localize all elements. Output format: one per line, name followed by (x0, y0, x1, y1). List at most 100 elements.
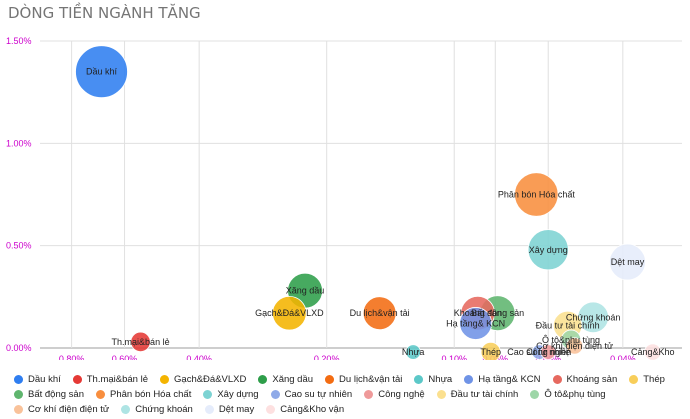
chart-title: DÒNG TIỀN NGÀNH TĂNG (8, 4, 201, 22)
bubble-label: Hạ tầng& KCN (446, 318, 505, 328)
x-tick-label: 0.04% (610, 354, 636, 360)
legend-item[interactable]: Chứng khoán (121, 402, 193, 416)
legend-swatch (203, 389, 213, 399)
legend-item[interactable]: Cơ khí điện điện tử (14, 402, 109, 416)
legend-item[interactable]: Th.mại&bán lẻ (72, 372, 149, 386)
legend-item[interactable]: Xăng dầu (258, 372, 313, 386)
legend-swatch (121, 404, 131, 414)
bubble-label: Cơ khí điện điện tử (536, 341, 613, 351)
legend-swatch (258, 374, 268, 384)
legend-item[interactable]: Xây dựng (203, 387, 259, 401)
bubble (527, 229, 569, 271)
bubble (565, 337, 584, 355)
x-tick-label: 0.20% (314, 354, 340, 360)
bubble-label: Đầu tư tài chính (536, 320, 600, 330)
bubble-label: Nhựa (402, 347, 425, 357)
legend-item[interactable]: Nhựa (414, 372, 452, 386)
legend-label: Đầu tư tài chính (450, 388, 519, 400)
legend-swatch (364, 389, 374, 399)
bubble-label: Th.mại&bán lẻ (112, 337, 170, 347)
legend-item[interactable]: Bất động sản (14, 387, 84, 401)
legend-item[interactable]: Thép (629, 372, 665, 386)
bubble-label: Dầu khí (86, 67, 118, 77)
bubble-label: Ô tô&phụ tùng (542, 335, 600, 345)
bubble (609, 243, 646, 281)
legend-swatch (270, 389, 280, 399)
legend-label: Công nghệ (378, 388, 425, 400)
bubble-label: Dệt may (611, 257, 645, 267)
legend-label: Xây dựng (217, 388, 259, 400)
legend-label: Dệt may (218, 403, 255, 415)
legend-label: Hạ tầng& KCN (478, 373, 541, 385)
legend-item[interactable]: Hạ tầng& KCN (464, 372, 541, 386)
bubble (362, 296, 397, 331)
bubble (514, 172, 559, 217)
bubble-layer (75, 45, 662, 360)
bubble (130, 331, 151, 352)
x-tick-label: 0.60% (112, 354, 138, 360)
y-tick-label: 1.00% (6, 138, 32, 148)
bubble-label: Cao su tự nhiên (507, 347, 571, 357)
y-tick-label: 0.00% (6, 343, 32, 353)
bubble-label: Gạch&Đá&VLXD (255, 308, 324, 318)
legend-label: Cơ khí điện điện tử (28, 403, 110, 415)
legend-label: Phân bón Hóa chất (110, 388, 192, 400)
legend-swatch (552, 374, 562, 384)
legend-label: Bất động sản (28, 388, 84, 400)
bubble-label: Cảng&Kho (631, 347, 675, 357)
legend-swatch (72, 374, 82, 384)
bubble-label: Xây dựng (529, 245, 568, 255)
legend-swatch (14, 374, 23, 384)
legend-item[interactable]: Du lịch&vận tải (325, 372, 402, 386)
legend-item[interactable]: Dầu khí (14, 372, 61, 386)
bubble-label: Công nghệ (526, 347, 570, 357)
legend-label: Th.mại&bán lẻ (86, 373, 149, 385)
bubble (540, 344, 556, 360)
bubble-label: Chứng khoán (566, 312, 621, 322)
legend-item[interactable]: Cảng&Kho vận (266, 402, 344, 416)
x-tick-label: 0.10% (441, 354, 467, 360)
legend-swatch (414, 374, 424, 384)
legend-label: Thép (643, 373, 665, 385)
legend-label: Cảng&Kho vận (280, 403, 345, 415)
bubble (459, 307, 493, 340)
bubble (480, 341, 501, 360)
legend-swatch (96, 389, 105, 399)
bubble-label: Phân bón Hóa chất (498, 190, 576, 200)
bubble-label: Thép (480, 347, 501, 357)
bubble-label: Xăng dầu (286, 286, 325, 296)
y-axis-ticks: 1.50% 1.00% 0.50% 0.00% (6, 36, 32, 353)
legend-item[interactable]: Dệt may (204, 402, 255, 416)
legend-item[interactable]: Khoáng sản (552, 372, 618, 386)
legend-swatch (325, 374, 335, 384)
chart-legend: Dầu khí Th.mại&bán lẻ Gạch&Đá&VLXD Xăng dầu… (14, 372, 684, 416)
bubble-label: Khoáng sản (454, 308, 502, 318)
legend-item[interactable]: Phân bón Hóa chất (96, 387, 191, 401)
legend-label: Chứng khoán (135, 403, 193, 415)
bubble (644, 343, 662, 360)
legend-swatch (266, 404, 276, 414)
legend-swatch (14, 389, 23, 399)
y-tick-label: 0.50% (6, 241, 32, 251)
legend-label: Du lịch&vận tải (339, 373, 403, 385)
legend-swatch (464, 374, 474, 384)
grid-lines (40, 40, 682, 349)
legend-swatch (436, 389, 446, 399)
legend-item[interactable]: Cao su tự nhiên (270, 387, 352, 401)
legend-label: Gạch&Đá&VLXD (174, 373, 247, 385)
bubble-label: Du lịch&vận tải (350, 308, 410, 318)
x-tick-label: 0.40% (186, 354, 212, 360)
legend-item[interactable]: Đầu tư tài chính (436, 387, 519, 401)
bubble (272, 295, 307, 331)
legend-item[interactable]: Ô tô&phụ tùng (530, 387, 606, 401)
legend-swatch (160, 374, 170, 384)
legend-swatch (530, 389, 540, 399)
bubble (405, 344, 421, 360)
bubble (75, 45, 128, 99)
legend-item[interactable]: Gạch&Đá&VLXD (160, 372, 246, 386)
legend-item[interactable]: Công nghệ (364, 387, 425, 401)
legend-swatch (629, 374, 639, 384)
legend-label: Khoáng sản (566, 373, 618, 385)
x-tick-label: 0.80% (59, 354, 85, 360)
legend-swatch (14, 404, 23, 414)
